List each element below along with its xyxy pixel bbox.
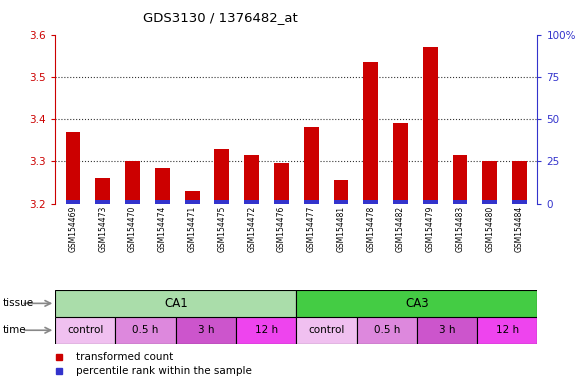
Text: GSM154480: GSM154480 (485, 206, 494, 252)
Bar (116, 317, 176, 344)
Bar (296, 290, 537, 317)
Bar (274, 163, 289, 204)
Bar (214, 149, 229, 204)
Bar (244, 155, 259, 204)
Text: GSM154482: GSM154482 (396, 206, 405, 252)
Text: 3 h: 3 h (439, 325, 456, 335)
Bar (95, 178, 110, 204)
Text: transformed count: transformed count (76, 352, 173, 362)
Bar (66, 200, 81, 204)
Bar (423, 200, 437, 204)
Bar (274, 200, 289, 204)
Text: control: control (67, 325, 103, 335)
Bar (333, 200, 349, 204)
Bar (55, 290, 296, 317)
Bar (482, 200, 497, 204)
Text: GSM154475: GSM154475 (217, 206, 227, 252)
Bar (482, 161, 497, 204)
Text: tissue: tissue (3, 298, 34, 308)
Text: GSM154470: GSM154470 (128, 206, 137, 252)
Bar (512, 161, 527, 204)
Bar (296, 317, 357, 344)
Bar (125, 161, 140, 204)
Bar (477, 317, 537, 344)
Bar (55, 317, 116, 344)
Text: 12 h: 12 h (496, 325, 519, 335)
Bar (393, 200, 408, 204)
Text: GSM154474: GSM154474 (158, 206, 167, 252)
Bar (512, 200, 527, 204)
Text: GSM154481: GSM154481 (336, 206, 346, 252)
Text: GSM154477: GSM154477 (307, 206, 315, 252)
Text: GSM154473: GSM154473 (98, 206, 107, 252)
Bar (155, 167, 170, 204)
Text: GSM154471: GSM154471 (188, 206, 196, 252)
Text: GSM154476: GSM154476 (277, 206, 286, 252)
Bar (363, 62, 378, 204)
Bar (453, 155, 468, 204)
Text: GSM154478: GSM154478 (366, 206, 375, 252)
Bar (236, 317, 296, 344)
Bar (95, 200, 110, 204)
Bar (214, 200, 229, 204)
Text: GDS3130 / 1376482_at: GDS3130 / 1376482_at (144, 12, 298, 25)
Text: 12 h: 12 h (254, 325, 278, 335)
Bar (453, 200, 468, 204)
Text: percentile rank within the sample: percentile rank within the sample (76, 366, 252, 376)
Text: GSM154484: GSM154484 (515, 206, 524, 252)
Bar (185, 191, 199, 204)
Text: GSM154472: GSM154472 (247, 206, 256, 252)
Text: CA1: CA1 (164, 297, 188, 310)
Text: GSM154479: GSM154479 (426, 206, 435, 252)
Bar (304, 127, 318, 204)
Text: 0.5 h: 0.5 h (132, 325, 159, 335)
Text: 0.5 h: 0.5 h (374, 325, 400, 335)
Bar (423, 47, 437, 204)
Bar (176, 317, 236, 344)
Bar (244, 200, 259, 204)
Text: 3 h: 3 h (198, 325, 214, 335)
Bar (66, 132, 81, 204)
Text: control: control (309, 325, 345, 335)
Bar (393, 123, 408, 204)
Text: GSM154469: GSM154469 (69, 206, 77, 252)
Text: GSM154483: GSM154483 (456, 206, 465, 252)
Text: CA3: CA3 (405, 297, 429, 310)
Bar (417, 317, 477, 344)
Bar (363, 200, 378, 204)
Bar (304, 200, 318, 204)
Bar (125, 200, 140, 204)
Text: time: time (3, 325, 27, 335)
Bar (155, 200, 170, 204)
Bar (185, 200, 199, 204)
Bar (357, 317, 417, 344)
Bar (333, 180, 349, 204)
